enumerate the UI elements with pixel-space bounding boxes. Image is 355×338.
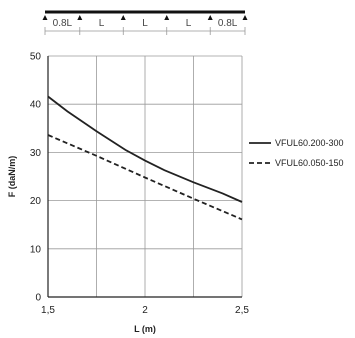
- chart-series: [47, 95, 243, 221]
- legend-label-2: VFUL60.050-150: [275, 158, 344, 168]
- legend-label-1: VFUL60.200-300: [275, 138, 344, 148]
- x-tick-label: 2,5: [235, 305, 249, 316]
- y-tick-label: 40: [30, 100, 42, 111]
- span-label: 0.8L: [218, 18, 238, 29]
- support-mark: [207, 15, 213, 20]
- support-mark: [77, 15, 83, 20]
- y-tick-label: 10: [30, 244, 42, 255]
- x-axis-label: L (m): [134, 324, 156, 334]
- series-line-1: [47, 95, 243, 203]
- y-tick-label: 30: [30, 148, 42, 159]
- chart-legend: VFUL60.200-300 VFUL60.050-150: [249, 138, 344, 168]
- span-label: L: [186, 18, 192, 29]
- support-mark: [120, 15, 126, 20]
- support-mark: [242, 15, 248, 20]
- span-label: L: [99, 18, 105, 29]
- x-tick-labels: 1,5 2 2,5: [41, 305, 249, 316]
- span-label: 0.8L: [53, 18, 73, 29]
- y-tick-labels: 0 10 20 30 40 50: [30, 52, 42, 304]
- y-axis-label: F (daN/m): [7, 156, 17, 198]
- support-mark: [164, 15, 170, 20]
- span-diagram: 0.8L L L L 0.8L: [42, 10, 248, 35]
- chart-axes: [47, 56, 242, 298]
- y-tick-label: 0: [35, 293, 41, 304]
- series-line-2: [47, 134, 243, 221]
- y-tick-label: 20: [30, 196, 42, 207]
- support-mark: [42, 15, 48, 20]
- span-label: L: [142, 18, 148, 29]
- x-tick-label: 1,5: [41, 305, 55, 316]
- y-tick-label: 50: [30, 52, 42, 63]
- chart-grid: [47, 55, 243, 298]
- x-tick-label: 2: [142, 305, 148, 316]
